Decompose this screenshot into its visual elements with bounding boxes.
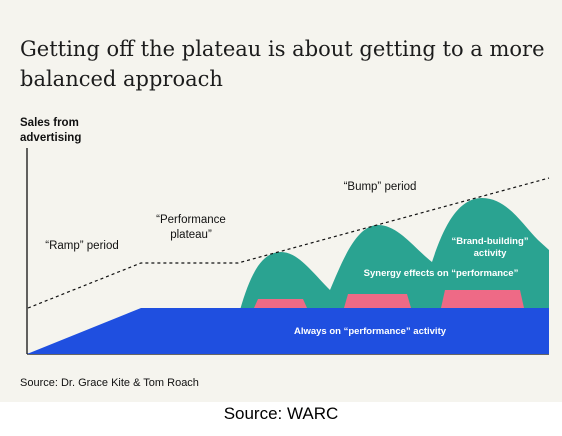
synergy-label: Synergy effects on “performance” xyxy=(363,268,519,279)
figure-card: Getting off the plateau is about getting… xyxy=(0,0,562,402)
figure-source: Source: Dr. Grace Kite & Tom Roach xyxy=(20,377,199,389)
brand-building-label: “Brand-building” activity xyxy=(451,236,529,259)
figure-title: Getting off the plateau is about getting… xyxy=(20,37,545,91)
ramp-period-label: “Ramp” period xyxy=(45,240,119,252)
plateau-diagram xyxy=(26,148,550,355)
sales-trend-line xyxy=(27,177,550,309)
synergy-box-2 xyxy=(344,294,411,308)
brand-building-area xyxy=(240,198,549,310)
top-edge-mask xyxy=(0,0,562,6)
always-on-performance-area xyxy=(27,308,549,354)
performance-plateau-label: “Performance plateau” xyxy=(156,214,226,241)
y-axis-label: Sales from advertising xyxy=(20,117,82,144)
bump-period-label: “Bump” period xyxy=(343,181,417,193)
synergy-box-3 xyxy=(441,290,524,308)
always-on-label: Always on “performance” activity xyxy=(293,326,447,337)
image-caption: Source: WARC xyxy=(223,404,339,423)
synergy-box-1 xyxy=(254,299,307,308)
